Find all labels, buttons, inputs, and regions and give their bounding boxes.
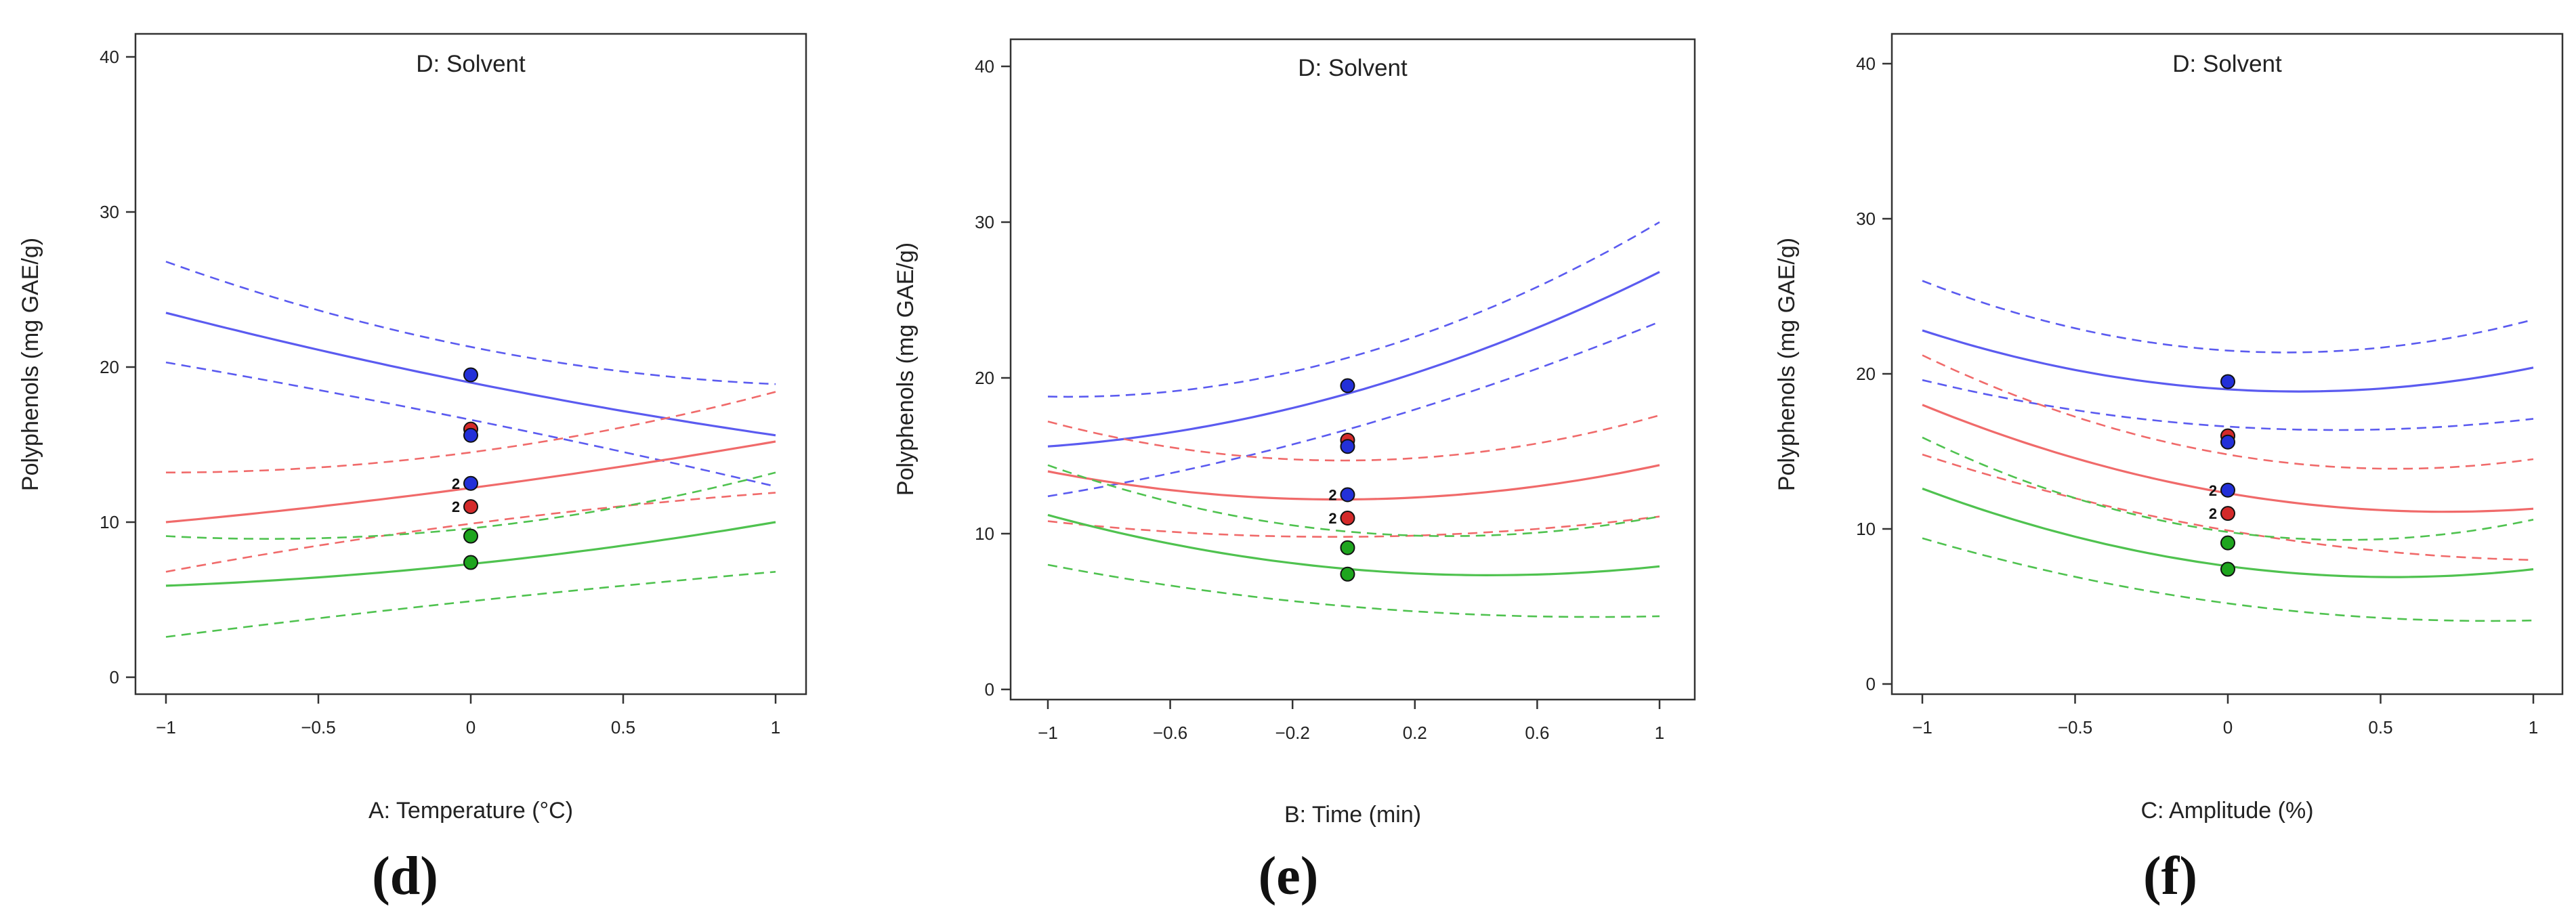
y-tick-label: 20 <box>975 368 994 388</box>
data-point <box>2220 535 2235 551</box>
y-tick-label: 0 <box>1866 674 1876 694</box>
data-point <box>463 555 478 570</box>
blue-mean-curve <box>1047 271 1660 448</box>
x-tick-label: 0.5 <box>611 717 635 738</box>
panel-f: D: Solvent C: Amplitude (%) Polyphenols … <box>1774 33 2564 906</box>
data-point <box>463 367 478 383</box>
red-upper-curve <box>1047 414 1660 462</box>
x-tick-label: −0.2 <box>1275 723 1310 743</box>
x-tick-label: 1 <box>2529 717 2538 738</box>
data-point <box>2220 506 2235 521</box>
x-tick-label: 1 <box>1655 723 1664 743</box>
y-tick-label: 30 <box>100 202 119 222</box>
plot-frame <box>1009 38 1696 701</box>
data-point <box>1340 378 1355 393</box>
x-tick-label: 0 <box>466 717 476 738</box>
x-tick-label: −0.5 <box>2058 717 2092 738</box>
red-lower-curve <box>1922 453 2534 561</box>
y-tick-label: 30 <box>975 212 994 232</box>
x-tick-label: 0.2 <box>1403 723 1427 743</box>
y-tick-label: 20 <box>100 357 119 377</box>
blue-upper-curve <box>165 261 776 385</box>
panel-d: D: Solvent A: Temperature (°C) Polypheno… <box>18 33 807 906</box>
plot-marks: 0 10 20 30 40 −1 −0.5 0 0.5 1 2 2 <box>100 47 780 738</box>
x-tick-label: −0.5 <box>301 717 335 738</box>
x-tick-label: 1 <box>771 717 780 738</box>
y-tick-label: 0 <box>110 667 119 687</box>
y-tick-label: 10 <box>1856 519 1876 539</box>
green-upper-curve <box>1922 436 2534 541</box>
green-lower-curve <box>165 571 776 638</box>
panel-letter: (d) <box>372 847 438 906</box>
y-tick-label: 20 <box>1856 364 1876 384</box>
x-tick-label: 0 <box>2223 717 2233 738</box>
data-point <box>463 475 478 491</box>
x-tick-label: −0.6 <box>1153 723 1187 743</box>
green-upper-curve <box>1047 464 1660 537</box>
data-point <box>463 528 478 544</box>
panel-e: D: Solvent B: Time (min) Polyphenols (mg… <box>893 38 1696 906</box>
x-axis-label: B: Time (min) <box>1284 802 1421 828</box>
y-tick-label: 40 <box>100 47 119 67</box>
replicate-label: 2 <box>1328 487 1336 504</box>
y-tick-label: 10 <box>975 523 994 544</box>
x-axis-label: C: Amplitude (%) <box>2140 798 2313 824</box>
replicate-label: 2 <box>2209 482 2217 499</box>
plot-frame <box>134 33 807 696</box>
y-tick-label: 40 <box>1856 54 1876 74</box>
panel-letter: (e) <box>1259 847 1319 906</box>
data-point <box>463 427 478 443</box>
y-tick-label: 40 <box>975 56 994 77</box>
green-upper-curve <box>165 471 776 540</box>
plot-marks: 0 10 20 30 40 −1 −0.6 −0.2 0.2 0.6 1 2 2 <box>975 56 1664 743</box>
data-point <box>1340 487 1355 503</box>
data-point <box>1340 566 1355 582</box>
panel-title: D: Solvent <box>1298 55 1408 81</box>
data-point <box>1340 439 1355 454</box>
replicate-label: 2 <box>452 475 460 492</box>
y-tick-label: 30 <box>1856 209 1876 229</box>
red-lower-curve <box>1047 515 1660 538</box>
blue-upper-curve <box>1922 280 2534 354</box>
plot-marks: 0 10 20 30 40 −1 −0.5 0 0.5 1 2 2 <box>1856 54 2538 738</box>
green-lower-curve <box>1922 537 2534 622</box>
panel-title: D: Solvent <box>2172 51 2282 77</box>
data-point <box>463 499 478 515</box>
plot-frame <box>1891 33 2564 696</box>
x-tick-label: −1 <box>156 717 176 738</box>
green-mean-curve <box>1047 513 1660 577</box>
y-tick-label: 0 <box>985 679 994 700</box>
blue-lower-curve <box>1047 320 1660 498</box>
blue-lower-curve <box>165 361 776 488</box>
replicate-label: 2 <box>1328 510 1336 527</box>
blue-upper-curve <box>1047 221 1660 398</box>
x-tick-label: −1 <box>1912 717 1933 738</box>
x-axis-label: A: Temperature (°C) <box>368 798 573 824</box>
replicate-label: 2 <box>452 498 460 515</box>
y-axis-label: Polyphenols (mg GAE/g) <box>18 238 43 491</box>
x-tick-label: 0.6 <box>1525 723 1549 743</box>
replicate-label: 2 <box>2209 505 2217 522</box>
panel-title: D: Solvent <box>416 51 526 77</box>
data-point <box>2220 434 2235 450</box>
y-axis-label: Polyphenols (mg GAE/g) <box>1774 238 1800 491</box>
data-point <box>2220 374 2235 389</box>
blue-mean-curve <box>1922 329 2534 393</box>
data-point <box>2220 561 2235 577</box>
panel-letter: (f) <box>2143 847 2197 906</box>
blue-mean-curve <box>165 312 776 437</box>
data-point <box>2220 482 2235 498</box>
x-tick-label: −1 <box>1038 723 1058 743</box>
red-upper-curve <box>166 391 776 474</box>
red-upper-curve <box>1922 354 2534 470</box>
y-axis-label: Polyphenols (mg GAE/g) <box>893 242 919 496</box>
data-point <box>1340 511 1355 526</box>
data-point <box>1340 540 1355 555</box>
red-mean-curve <box>1047 464 1660 501</box>
y-tick-label: 10 <box>100 512 119 532</box>
x-tick-label: 0.5 <box>2368 717 2392 738</box>
